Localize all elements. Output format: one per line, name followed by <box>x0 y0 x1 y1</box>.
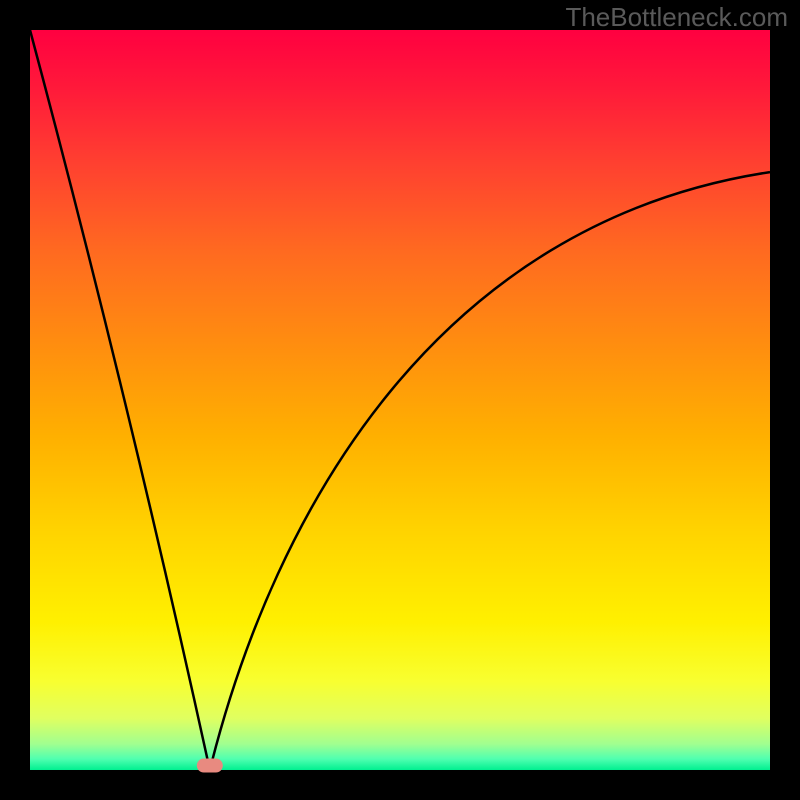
chart-svg <box>0 0 800 800</box>
minimum-marker <box>197 759 223 773</box>
chart-plot-background <box>30 30 770 770</box>
bottleneck-chart: TheBottleneck.com <box>0 0 800 800</box>
watermark-text: TheBottleneck.com <box>565 2 788 33</box>
